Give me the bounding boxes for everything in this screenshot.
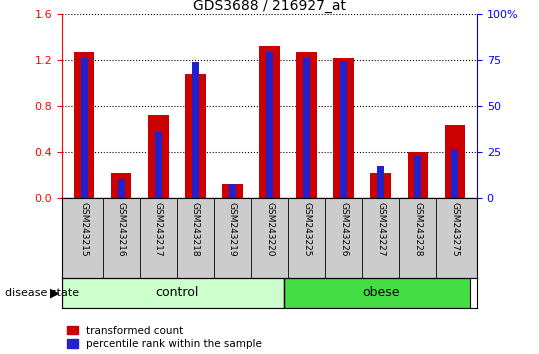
Bar — [155, 132, 162, 198]
Text: GSM243275: GSM243275 — [450, 202, 459, 257]
Text: obese: obese — [362, 286, 399, 299]
Bar — [266, 52, 273, 198]
Bar — [414, 156, 421, 198]
Text: control: control — [155, 286, 198, 299]
Title: GDS3688 / 216927_at: GDS3688 / 216927_at — [193, 0, 346, 13]
Text: GSM243217: GSM243217 — [154, 202, 163, 257]
Bar — [452, 149, 458, 198]
Text: ▶: ▶ — [50, 286, 60, 299]
Bar — [334, 58, 354, 198]
Bar — [148, 115, 169, 198]
Bar — [118, 179, 125, 198]
Text: disease state: disease state — [5, 288, 80, 298]
Bar — [285, 278, 469, 308]
Text: GSM243220: GSM243220 — [265, 202, 274, 257]
Bar — [303, 58, 310, 198]
Text: GSM243226: GSM243226 — [339, 202, 348, 257]
Text: GSM243215: GSM243215 — [80, 202, 89, 257]
Bar — [296, 52, 317, 198]
Bar — [377, 166, 384, 198]
Text: GSM243219: GSM243219 — [228, 202, 237, 257]
Bar — [259, 46, 280, 198]
Bar — [229, 184, 236, 198]
Bar — [340, 61, 347, 198]
Bar — [407, 152, 428, 198]
Legend: transformed count, percentile rank within the sample: transformed count, percentile rank withi… — [67, 326, 262, 349]
Text: GSM243218: GSM243218 — [191, 202, 200, 257]
Bar — [185, 74, 205, 198]
Bar — [370, 173, 391, 198]
Bar — [192, 62, 199, 198]
Bar — [445, 125, 465, 198]
Text: GSM243228: GSM243228 — [413, 202, 422, 257]
Text: GSM243216: GSM243216 — [117, 202, 126, 257]
Bar — [74, 52, 94, 198]
Bar — [111, 173, 132, 198]
Bar — [81, 58, 87, 198]
Bar — [62, 278, 285, 308]
Text: GSM243225: GSM243225 — [302, 202, 311, 257]
Text: GSM243227: GSM243227 — [376, 202, 385, 257]
Bar — [222, 184, 243, 198]
